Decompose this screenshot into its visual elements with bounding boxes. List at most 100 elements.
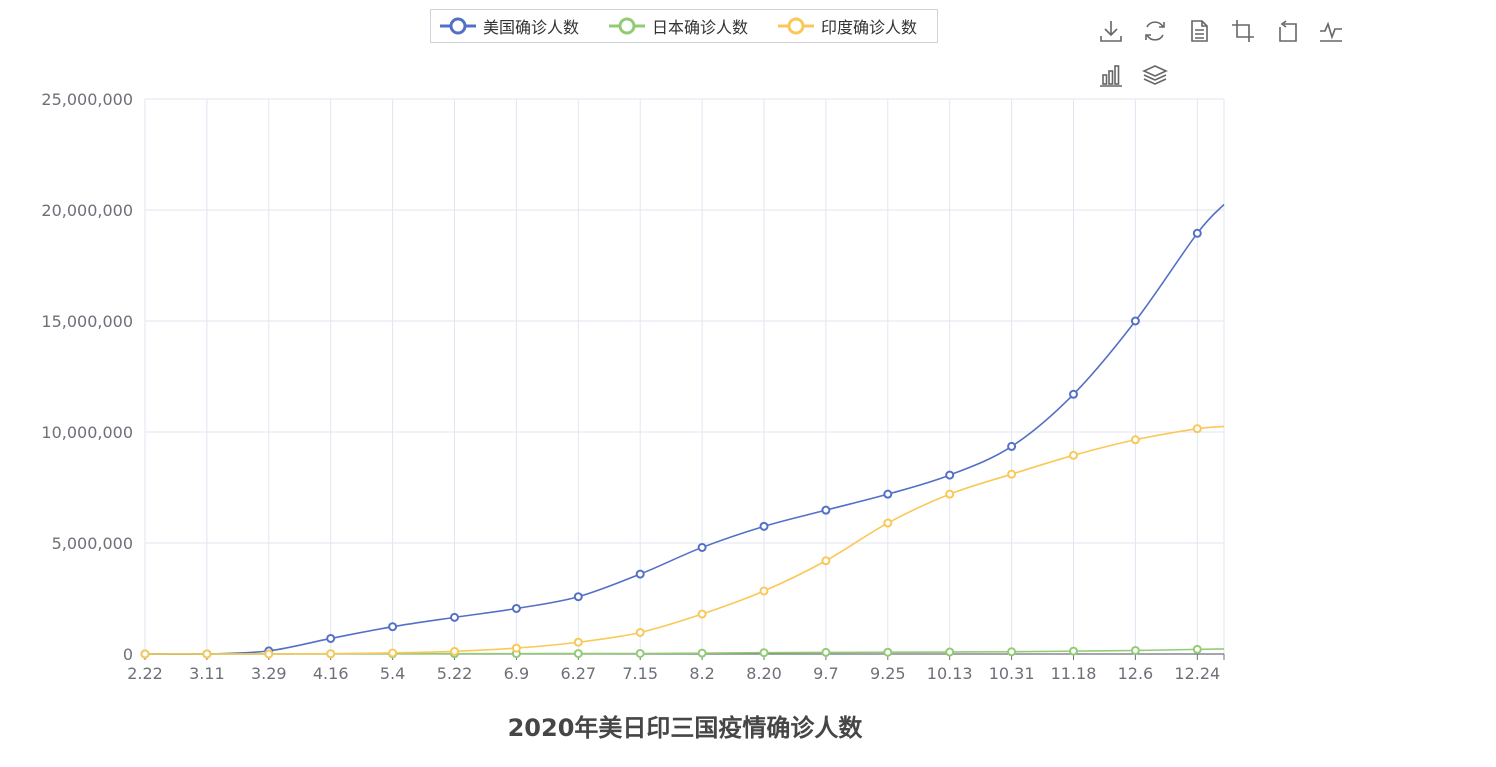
data-point-usa[interactable]	[573, 592, 583, 602]
data-point-india[interactable]	[821, 556, 831, 566]
x-tick-label: 9.7	[813, 664, 838, 683]
toolbox-bar-type-button[interactable]	[1094, 58, 1128, 92]
toolbox	[1092, 14, 1352, 94]
x-tick-label: 3.11	[189, 664, 225, 683]
data-point-usa[interactable]	[388, 622, 398, 632]
data-point-japan[interactable]	[1007, 647, 1017, 657]
stack-icon	[1142, 65, 1168, 85]
data-point-usa[interactable]	[821, 505, 831, 515]
x-tick-label: 6.9	[504, 664, 529, 683]
data-point-usa[interactable]	[1130, 316, 1140, 326]
data-point-japan[interactable]	[1130, 645, 1140, 655]
legend-marker-india-icon	[778, 17, 814, 35]
legend-label-india: 印度确诊人数	[821, 18, 918, 37]
axes: 0 5,000,000 10,000,000 15,000,000 20,000,000…	[41, 90, 1225, 683]
grid-lines	[144, 98, 1225, 654]
data-view-icon	[1191, 20, 1208, 42]
data-point-india[interactable]	[1192, 424, 1202, 434]
data-point-usa[interactable]	[697, 542, 707, 552]
x-tick-label: 6.27	[560, 664, 596, 683]
x-tick-label: 7.15	[622, 664, 658, 683]
download-icon	[1100, 21, 1122, 42]
x-tick-label: 10.31	[989, 664, 1035, 683]
x-tick-label: 8.2	[689, 664, 714, 683]
data-point-usa[interactable]	[326, 633, 336, 643]
legend-label-usa: 美国确诊人数	[483, 18, 580, 37]
refresh-icon	[1145, 21, 1165, 41]
data-point-india[interactable]	[450, 646, 459, 656]
data-point-japan[interactable]	[821, 647, 831, 657]
x-tick-label: 5.22	[437, 664, 473, 683]
data-point-india[interactable]	[140, 649, 150, 659]
series-line-usa	[144, 203, 1225, 656]
toolbox-stack-button[interactable]	[1138, 58, 1172, 92]
line-chart-icon	[1320, 21, 1342, 42]
data-point-india[interactable]	[1130, 435, 1140, 445]
toolbox-restore-button[interactable]	[1138, 14, 1172, 48]
data-point-india[interactable]	[883, 518, 893, 528]
y-tick-label: 0	[123, 645, 133, 664]
data-point-usa[interactable]	[759, 521, 769, 531]
legend-item-japan[interactable]: 日本确诊人数	[608, 10, 748, 42]
y-tick-label: 20,000,000	[41, 201, 133, 220]
y-tick-label: 25,000,000	[41, 90, 133, 109]
data-point-usa[interactable]	[635, 569, 645, 579]
data-point-india[interactable]	[573, 637, 583, 647]
data-point-india[interactable]	[635, 627, 645, 637]
toolbox-zoom-reset-button[interactable]	[1270, 14, 1304, 48]
legend-marker-usa-icon	[440, 17, 476, 35]
data-point-india[interactable]	[1069, 450, 1078, 460]
legend-marker-japan-icon	[609, 17, 645, 35]
toolbox-data-view-button[interactable]	[1182, 14, 1216, 48]
data-point-usa[interactable]	[1007, 441, 1017, 451]
x-tick-label: 5.4	[380, 664, 405, 683]
data-point-india[interactable]	[945, 489, 955, 499]
data-point-usa[interactable]	[945, 470, 955, 480]
data-point-japan[interactable]	[573, 649, 583, 659]
zoom-icon	[1232, 20, 1254, 42]
data-point-japan[interactable]	[1069, 646, 1078, 656]
data-point-usa[interactable]	[450, 612, 459, 622]
data-point-japan[interactable]	[883, 647, 893, 657]
bar-chart-icon	[1100, 65, 1122, 87]
data-point-india[interactable]	[388, 648, 398, 658]
series-markers[interactable]	[140, 228, 1202, 659]
toolbox-zoom-button[interactable]	[1226, 14, 1260, 48]
data-point-usa[interactable]	[883, 489, 893, 499]
data-point-usa[interactable]	[511, 603, 521, 613]
toolbox-line-type-button[interactable]	[1314, 14, 1348, 48]
data-point-india[interactable]	[759, 586, 769, 596]
legend-item-usa[interactable]: 美国确诊人数	[439, 10, 579, 42]
data-point-japan[interactable]	[635, 648, 645, 658]
x-tick-label: 3.29	[251, 664, 287, 683]
legend-item-india[interactable]: 印度确诊人数	[777, 10, 917, 42]
x-tick-label: 11.18	[1051, 664, 1097, 683]
x-tick-label: 12.6	[1118, 664, 1154, 683]
chart-title: 2020年美日印三国疫情确诊人数	[508, 714, 864, 742]
legend: 美国确诊人数 日本确诊人数 印度确诊人数	[430, 9, 938, 43]
data-point-india[interactable]	[326, 649, 336, 659]
series-lines	[144, 203, 1225, 656]
data-point-usa[interactable]	[1069, 389, 1078, 399]
data-point-india[interactable]	[1007, 469, 1017, 479]
data-point-india[interactable]	[202, 649, 212, 659]
data-point-japan[interactable]	[759, 648, 769, 658]
x-tick-label: 10.13	[927, 664, 973, 683]
data-point-japan[interactable]	[697, 648, 707, 658]
data-point-india[interactable]	[511, 643, 521, 653]
series-line-india	[144, 425, 1225, 655]
data-point-india[interactable]	[697, 609, 707, 619]
y-tick-label: 10,000,000	[41, 423, 133, 442]
data-point-usa[interactable]	[1192, 228, 1202, 238]
data-point-india[interactable]	[264, 649, 274, 659]
data-point-japan[interactable]	[945, 647, 955, 657]
data-point-japan[interactable]	[1192, 644, 1202, 654]
zoom-reset-icon	[1279, 20, 1297, 42]
x-tick-label: 2.22	[127, 664, 163, 683]
x-tick-label: 12.24	[1174, 664, 1220, 683]
legend-label-japan: 日本确诊人数	[652, 18, 749, 37]
toolbox-save-image-button[interactable]	[1094, 14, 1128, 48]
y-tick-label: 5,000,000	[52, 534, 133, 553]
y-tick-label: 15,000,000	[41, 312, 133, 331]
